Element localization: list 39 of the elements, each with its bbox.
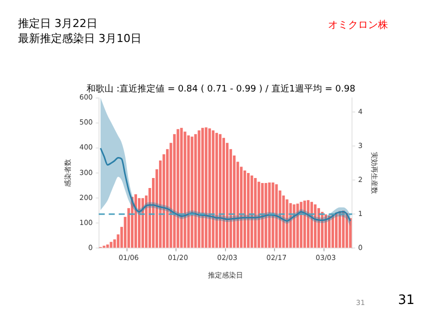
bar (303, 200, 306, 248)
bar (250, 176, 254, 248)
bar (208, 128, 211, 248)
bar (218, 134, 222, 248)
bar (212, 130, 214, 248)
bar (272, 182, 274, 248)
bar (187, 135, 190, 248)
bar (190, 136, 194, 248)
bar (275, 184, 278, 248)
text: 31 (398, 293, 415, 308)
bar (106, 244, 109, 248)
bar (110, 242, 112, 248)
bar (204, 127, 208, 248)
bar (243, 170, 246, 248)
bar (215, 132, 218, 248)
bar (296, 204, 299, 248)
bar (180, 128, 183, 248)
bar (222, 138, 226, 248)
text: 推定日 3月22日 (18, 16, 98, 31)
bar (201, 128, 204, 248)
chart-title: 和歌山 :直近推定値 = 0.84 ( 0.71 - 0.99 ) / 直近1週平均 = 0.98 (86, 84, 356, 95)
bar (264, 183, 268, 248)
bar (184, 132, 186, 248)
bar (268, 182, 271, 248)
bar (286, 199, 288, 248)
line-series (100, 147, 352, 222)
text: オミクロン株 (328, 18, 388, 32)
bar (258, 182, 260, 248)
bar (198, 130, 200, 248)
text: 最新推定感染日 3月10日 (18, 31, 142, 46)
bar (254, 178, 257, 248)
bar (176, 129, 180, 248)
bar (334, 212, 338, 248)
bar (289, 203, 292, 248)
bar (138, 198, 141, 248)
bar (261, 183, 264, 248)
bar (247, 173, 250, 248)
bar (194, 134, 197, 248)
bar (306, 200, 310, 248)
